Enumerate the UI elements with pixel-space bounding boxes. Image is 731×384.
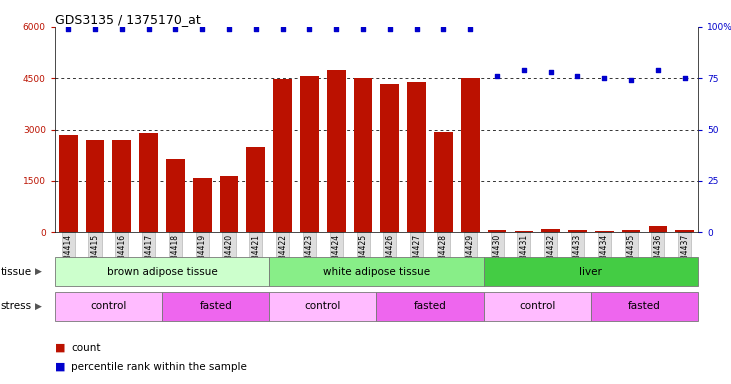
Bar <box>246 147 265 232</box>
Text: liver: liver <box>580 266 602 277</box>
Point <box>518 67 530 73</box>
Point <box>625 77 637 83</box>
Bar <box>273 79 292 232</box>
Bar <box>113 140 132 232</box>
Bar <box>55 292 162 321</box>
Bar <box>55 257 269 286</box>
Bar <box>568 230 587 232</box>
Bar <box>621 230 640 232</box>
Point <box>464 26 476 32</box>
Bar <box>675 230 694 232</box>
Bar <box>648 226 667 232</box>
Point <box>384 26 395 32</box>
Point <box>357 26 369 32</box>
Bar <box>58 135 77 232</box>
Bar <box>461 78 480 232</box>
Bar <box>269 257 484 286</box>
Bar <box>591 292 698 321</box>
Bar <box>380 84 399 232</box>
Bar <box>595 231 613 232</box>
Bar <box>484 292 591 321</box>
Text: fasted: fasted <box>414 301 447 311</box>
Text: white adipose tissue: white adipose tissue <box>323 266 430 277</box>
Text: fasted: fasted <box>628 301 661 311</box>
Bar <box>376 292 484 321</box>
Text: control: control <box>305 301 341 311</box>
Text: control: control <box>90 301 126 311</box>
Bar <box>434 132 452 232</box>
Text: GDS3135 / 1375170_at: GDS3135 / 1375170_at <box>55 13 200 26</box>
Bar <box>300 76 319 232</box>
Point <box>197 26 208 32</box>
Text: ▶: ▶ <box>35 267 42 276</box>
Point <box>62 26 74 32</box>
Bar <box>327 70 346 232</box>
Point <box>116 26 128 32</box>
Bar <box>354 78 372 232</box>
Point <box>303 26 315 32</box>
Bar <box>515 231 533 232</box>
Bar <box>219 176 238 232</box>
Bar <box>488 230 507 232</box>
Bar <box>162 292 269 321</box>
Bar <box>166 159 185 232</box>
Bar <box>193 177 212 232</box>
Text: ■: ■ <box>55 362 65 372</box>
Point <box>572 73 583 79</box>
Point <box>170 26 181 32</box>
Bar <box>484 257 698 286</box>
Text: brown adipose tissue: brown adipose tissue <box>107 266 217 277</box>
Text: count: count <box>71 343 100 353</box>
Point <box>277 26 289 32</box>
Text: ■: ■ <box>55 343 65 353</box>
Point <box>438 26 450 32</box>
Bar <box>541 228 560 232</box>
Bar <box>139 133 158 232</box>
Bar <box>269 292 376 321</box>
Point <box>223 26 235 32</box>
Text: tissue: tissue <box>1 266 32 277</box>
Point <box>250 26 262 32</box>
Text: ▶: ▶ <box>35 302 42 311</box>
Text: percentile rank within the sample: percentile rank within the sample <box>71 362 247 372</box>
Point <box>330 26 342 32</box>
Point <box>143 26 154 32</box>
Text: control: control <box>519 301 556 311</box>
Text: fasted: fasted <box>200 301 232 311</box>
Bar <box>86 140 105 232</box>
Bar <box>407 82 426 232</box>
Point <box>679 75 691 81</box>
Point <box>545 69 556 75</box>
Point <box>411 26 423 32</box>
Text: stress: stress <box>1 301 32 311</box>
Point <box>599 75 610 81</box>
Point <box>491 73 503 79</box>
Point <box>89 26 101 32</box>
Point <box>652 67 664 73</box>
